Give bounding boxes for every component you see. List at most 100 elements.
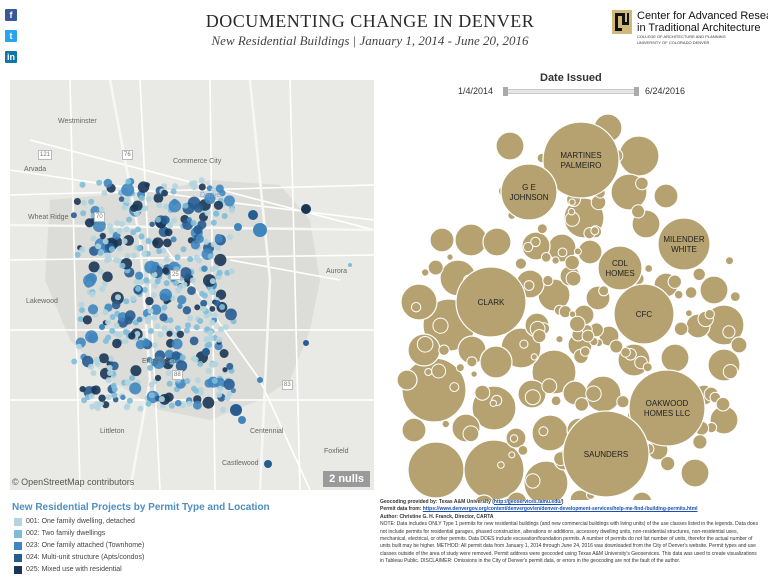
- builder-bubble: [569, 489, 591, 500]
- permit-point: [161, 325, 168, 332]
- permit-point: [102, 401, 110, 409]
- date-filter-label: Date Issued: [540, 72, 602, 84]
- permit-point: [89, 403, 96, 410]
- builder-bubble-oakwood: [628, 369, 706, 447]
- permit-point: [194, 377, 201, 384]
- permit-point: [170, 236, 177, 243]
- permit-point: [216, 269, 223, 276]
- place-commerce-city: Commerce City: [173, 158, 222, 165]
- permit-point: [135, 285, 142, 292]
- permit-point: [199, 290, 206, 297]
- permit-point: [150, 292, 157, 299]
- permit-point: [193, 387, 199, 394]
- facebook-icon[interactable]: f: [5, 9, 17, 21]
- builder-bubble: [660, 343, 690, 373]
- place-aurora: Aurora: [326, 268, 348, 275]
- builder-bubble-cdl: [597, 245, 643, 291]
- permit-map[interactable]: Westminster Commerce City Arvada Wheat R…: [10, 80, 374, 490]
- legend-item[interactable]: 023: One family attached (Townhome): [14, 541, 254, 551]
- twitter-icon[interactable]: t: [5, 30, 17, 42]
- bubble-label: MILENDER: [663, 235, 705, 244]
- major-road: [248, 80, 272, 490]
- linkedin-icon[interactable]: in: [5, 51, 17, 63]
- legend-label: 001: One family dwelling, detached: [26, 518, 135, 525]
- builder-bubble: [455, 363, 465, 373]
- bubble-label: WHITE: [671, 245, 697, 254]
- permit-point: [121, 238, 128, 245]
- place-centennial: Centennial: [250, 428, 284, 435]
- permit-point: [98, 394, 106, 402]
- builder-bubble: [722, 325, 736, 339]
- slider-track[interactable]: [503, 89, 639, 94]
- builder-bubble: [474, 384, 491, 401]
- permit-point: [118, 196, 125, 202]
- permit-point: [150, 304, 162, 315]
- builder-bubble: [620, 347, 631, 358]
- permit-point: [186, 400, 193, 407]
- permit-point: [226, 234, 233, 240]
- permit-point: [98, 353, 109, 364]
- permit-point: [238, 416, 246, 424]
- legend-item[interactable]: 024: Multi-unit structure (Apts/condos): [14, 553, 254, 563]
- permit-point: [130, 229, 137, 236]
- builder-bubble: [715, 396, 731, 412]
- permit-point: [157, 331, 164, 338]
- permit-data-link[interactable]: https://www.denvergov.org/content/denver…: [422, 506, 698, 513]
- road: [229, 259, 341, 281]
- builder-bubble: [564, 254, 580, 271]
- highway-shield: 25: [170, 270, 181, 280]
- permit-point: [108, 246, 115, 253]
- permit-point: [135, 226, 141, 233]
- permit-point: [303, 340, 309, 346]
- permit-point: [205, 368, 212, 374]
- permit-point: [210, 241, 217, 248]
- builder-bubble: [579, 346, 591, 357]
- legend-item[interactable]: 002: Two family dwellings: [14, 529, 254, 539]
- permit-point: [211, 377, 218, 384]
- builder-bubble: [653, 183, 679, 209]
- permit-point: [180, 267, 192, 279]
- permit-point: [179, 354, 186, 361]
- geocoding-link[interactable]: http://geoservices.tamu.edu/: [493, 499, 562, 505]
- builder-bubble: [550, 395, 562, 407]
- permit-point: [154, 278, 161, 285]
- permit-point: [110, 382, 117, 389]
- builder-bubble: [616, 395, 630, 409]
- permit-point: [151, 342, 158, 349]
- nulls-indicator[interactable]: 2 nulls: [323, 471, 370, 487]
- bubble-label: OAKWOOD: [646, 399, 689, 408]
- highway-shield: 121: [38, 150, 53, 160]
- permit-point: [219, 349, 229, 358]
- bubble-label: PALMEIRO: [561, 161, 602, 170]
- permit-point: [83, 274, 96, 287]
- permit-point: [169, 358, 176, 365]
- builder-bubble: [517, 445, 529, 456]
- slider-handle-start[interactable]: [503, 87, 508, 96]
- page-subtitle: New Residential Buildings | January 1, 2…: [211, 33, 529, 48]
- permit-point: [90, 370, 97, 376]
- slider-handle-end[interactable]: [634, 87, 639, 96]
- permit-point: [171, 338, 183, 350]
- legend-item[interactable]: 001: One family dwelling, detached: [14, 517, 254, 527]
- permit-point: [213, 264, 219, 271]
- permit-point: [116, 228, 123, 235]
- permit-point: [187, 315, 194, 322]
- builder-bubble: [401, 417, 427, 443]
- permit-point: [107, 355, 114, 362]
- highway-shield: 83: [282, 380, 293, 390]
- place-denver: Denver: [200, 192, 223, 199]
- permit-point: [197, 318, 204, 324]
- permit-point: [129, 382, 142, 395]
- permit-point: [348, 263, 352, 267]
- date-range-slider[interactable]: [503, 87, 639, 96]
- builder-bubble: [532, 329, 547, 344]
- permit-point: [124, 403, 131, 410]
- legend-item[interactable]: 025: Mixed use with residential: [14, 565, 254, 575]
- permit-point: [148, 328, 154, 334]
- permit-point: [190, 240, 200, 250]
- permit-point: [97, 268, 104, 275]
- permit-point: [112, 338, 122, 349]
- permit-point: [99, 286, 106, 292]
- permit-point: [88, 393, 95, 400]
